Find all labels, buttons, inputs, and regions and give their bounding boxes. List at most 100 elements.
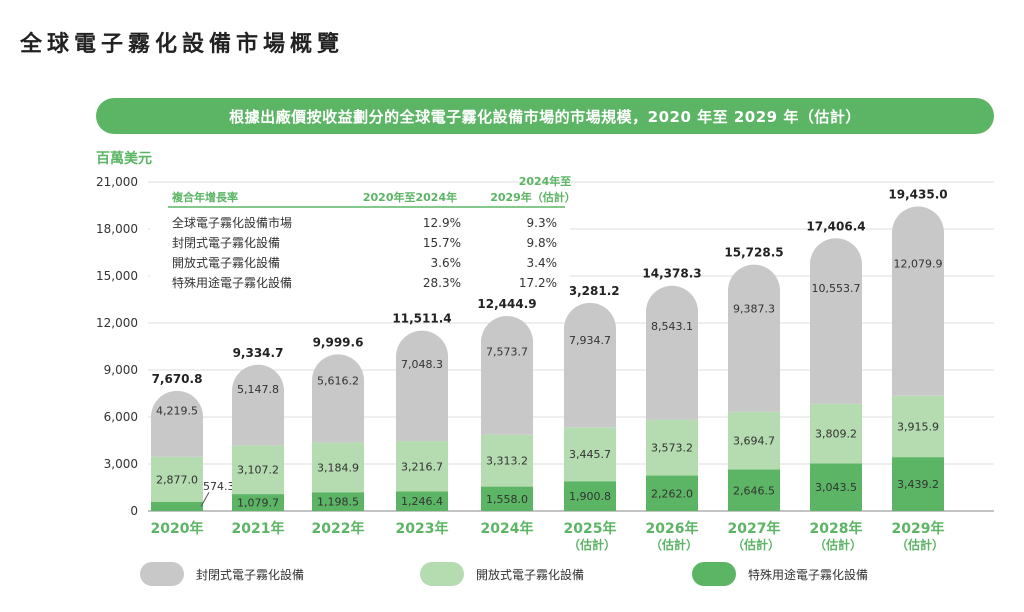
cagr-row-value: 9.3%	[527, 216, 558, 230]
y-tick-label: 21,000	[96, 175, 138, 189]
y-tick-label: 12,000	[96, 316, 138, 330]
bar-segment	[232, 445, 284, 495]
x-category-label: 2029年	[892, 520, 945, 537]
bar-value-label: 7,573.7	[486, 346, 528, 359]
bar-segment	[312, 354, 364, 443]
bar-value-label: 3,915.9	[897, 420, 939, 433]
legend-item-special: 特殊用途電子霧化設備	[692, 560, 868, 588]
bar-value-label: 2,877.0	[156, 473, 198, 486]
bar-value-label: 1,198.5	[317, 496, 359, 509]
bar-segment	[564, 427, 616, 482]
bar-segment	[396, 491, 448, 511]
bar-value-label: 3,184.9	[317, 461, 359, 474]
bar-total-label: 13,281.2	[560, 284, 619, 298]
cagr-row-value: 3.4%	[527, 256, 558, 270]
x-category-label: 2021年	[232, 520, 285, 537]
leader-line	[200, 491, 210, 507]
x-category-label: 2023年	[396, 520, 449, 537]
bar-segment	[232, 494, 284, 511]
page-title: 全球電子霧化設備市場概覽	[20, 32, 345, 57]
bar-segment	[481, 486, 533, 511]
x-category-note: （估計）	[568, 537, 616, 552]
cagr-row-value: 9.8%	[527, 236, 558, 250]
bar-segment	[396, 441, 448, 492]
bar-value-label: 9,387.3	[733, 303, 775, 316]
bar-value-label: 10,553.7	[812, 282, 861, 295]
cagr-header-label: 複合年增長率	[171, 190, 238, 204]
bar-segment	[646, 285, 698, 420]
y-tick-label: 9,000	[104, 363, 138, 377]
bar-value-label: 3,573.2	[651, 442, 693, 455]
bar-value-label: 7,048.3	[401, 358, 443, 371]
legend-label-open: 開放式電子霧化設備	[476, 567, 585, 582]
legend-swatch-closed	[140, 562, 184, 586]
legend-item-closed: 封閉式電子霧化設備	[140, 560, 304, 588]
y-tick-label: 3,000	[104, 457, 138, 471]
bar-segment	[151, 502, 203, 511]
bar-segment	[810, 403, 862, 464]
cagr-row-value: 3.6%	[431, 256, 462, 270]
bar-value-label: 8,543.1	[651, 320, 693, 333]
bar-value-label: 2,262.0	[651, 487, 693, 500]
bar-total-label: 15,728.5	[724, 246, 783, 260]
bar-segment	[892, 206, 944, 396]
cagr-header-period2-line2: 2029年（估計）	[490, 190, 576, 204]
bar-segment	[396, 330, 448, 442]
y-tick-label: 18,000	[96, 222, 138, 236]
bar-value-label: 3,445.7	[569, 448, 611, 461]
bar-segment	[728, 264, 780, 412]
x-category-note: （估計）	[650, 537, 698, 552]
bar-value-label: 4,219.5	[156, 405, 198, 418]
x-category-note: （估計）	[896, 537, 944, 552]
chart-title-banner: 根據出廠價按收益劃分的全球電子霧化設備市場的市場規模，2020 年至 2029 …	[96, 98, 994, 134]
bar-segment	[728, 469, 780, 511]
bar-value-label: 7,934.7	[569, 334, 611, 347]
x-category-note: （估計）	[814, 537, 862, 552]
x-category-note: （估計）	[732, 537, 780, 552]
bar-segment	[810, 463, 862, 511]
bar-segment	[312, 492, 364, 511]
bar-segment	[646, 419, 698, 476]
bar-segment	[481, 316, 533, 435]
y-tick-label: 15,000	[96, 269, 138, 283]
bar-segment	[810, 238, 862, 404]
bar-segment	[892, 395, 944, 458]
bar-segment	[892, 457, 944, 511]
bar-segment	[728, 411, 780, 470]
bar-segment	[481, 434, 533, 487]
bar-total-label: 11,511.4	[392, 312, 451, 326]
y-axis-unit-label: 百萬美元	[96, 151, 152, 167]
bar-total-label: 9,334.7	[233, 346, 284, 360]
bar-segment	[564, 481, 616, 511]
bar-segment	[151, 456, 203, 503]
cagr-header-period2-line1: 2024年至	[519, 174, 572, 188]
bar-total-label: 19,435.0	[888, 188, 947, 202]
cagr-row-label: 封閉式電子霧化設備	[172, 235, 280, 250]
bar-total-label: 9,999.6	[313, 335, 364, 349]
cagr-row-label: 特殊用途電子霧化設備	[172, 275, 292, 290]
bar-value-label: 3,216.7	[401, 460, 443, 473]
legend-item-open: 開放式電子霧化設備	[420, 560, 584, 588]
legend-label-special: 特殊用途電子霧化設備	[748, 567, 869, 582]
cagr-row-label: 全球電子霧化設備市場	[172, 215, 292, 230]
bar-value-label: 2,646.5	[733, 484, 775, 497]
y-tick-label: 0	[130, 504, 138, 518]
legend-label-closed: 封閉式電子霧化設備	[196, 567, 305, 582]
bar-value-label: 3,439.2	[897, 478, 939, 491]
bar-value-label: 3,313.2	[486, 455, 528, 468]
cagr-row-value: 28.3%	[423, 276, 461, 290]
cagr-row-label: 開放式電子霧化設備	[172, 255, 280, 270]
bar-total-label: 12,444.9	[477, 297, 536, 311]
bar-segment	[564, 302, 616, 428]
legend-swatch-open	[420, 562, 464, 586]
bar-value-label: 5,616.2	[317, 375, 359, 388]
bar-value-label: 3,694.7	[733, 435, 775, 448]
bar-total-label: 14,378.3	[642, 267, 701, 281]
bar-value-label: 3,809.2	[815, 427, 857, 440]
x-category-label: 2026年	[646, 520, 699, 537]
bar-value-label: 5,147.8	[237, 383, 279, 396]
x-category-label: 2024年	[481, 520, 534, 537]
bar-value-label: 1,900.8	[569, 490, 611, 503]
bar-segment	[312, 442, 364, 493]
